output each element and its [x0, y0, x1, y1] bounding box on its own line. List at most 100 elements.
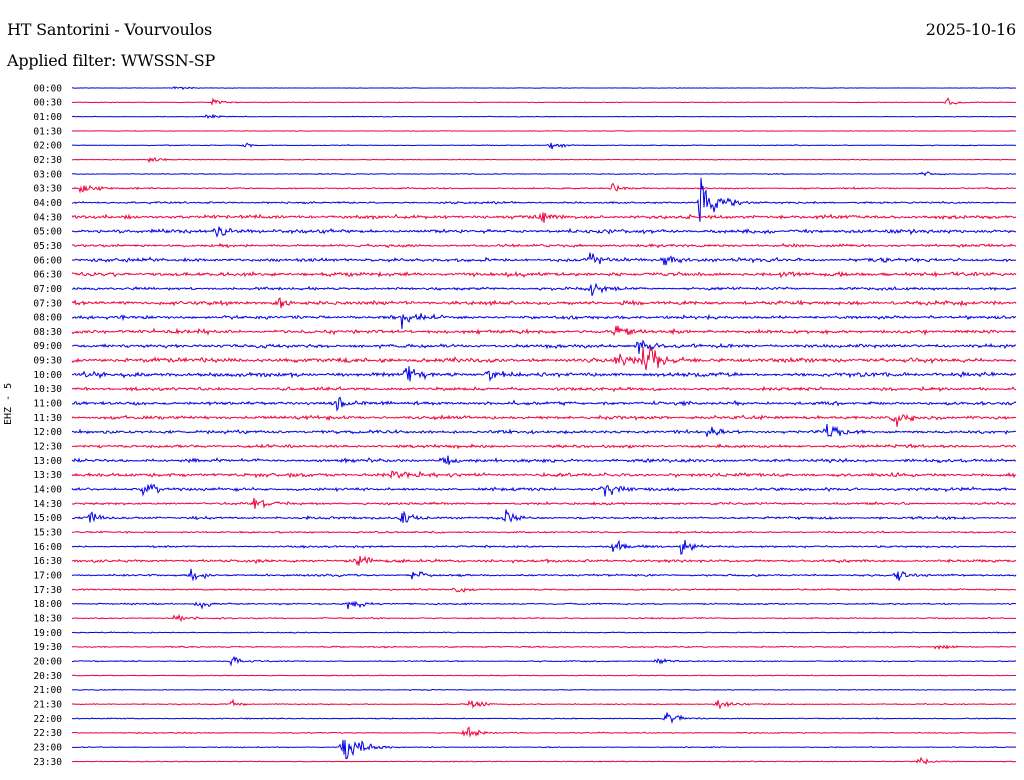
trace-line [71, 413, 1016, 427]
traces-layer [71, 86, 1017, 766]
trace-line [71, 242, 1017, 249]
time-label: 22:00 [33, 714, 62, 725]
trace-line [71, 325, 1017, 337]
trace-line [71, 297, 1017, 309]
time-label: 13:30 [33, 470, 62, 481]
trace-line [71, 644, 1017, 651]
trace-line [71, 113, 1017, 120]
trace-line [71, 252, 1017, 266]
trace-line [71, 226, 1017, 238]
trace-line [71, 212, 1017, 223]
trace-line [71, 498, 1017, 509]
trace-line [71, 631, 1017, 634]
trace-line [71, 698, 1017, 710]
trace-line [71, 455, 1017, 465]
trace-line [71, 396, 1017, 412]
trace-line [71, 385, 1017, 393]
time-label: 04:00 [33, 198, 62, 209]
time-label: 03:00 [33, 169, 62, 180]
trace-line [71, 97, 1017, 106]
date-label: 2025-10-16 [925, 20, 1016, 39]
trace-line [72, 756, 1017, 766]
time-label: 03:30 [33, 184, 62, 195]
time-label: 08:30 [33, 327, 62, 338]
time-label: 08:00 [33, 313, 62, 324]
time-label: 20:30 [33, 671, 62, 682]
filter-label: Applied filter: WWSSN-SP [7, 51, 216, 70]
trace-line [72, 86, 1017, 91]
time-label: 04:30 [33, 212, 62, 223]
time-label: 17:00 [33, 571, 62, 582]
time-label: 10:00 [33, 370, 62, 381]
time-label: 18:00 [33, 599, 62, 610]
time-label: 12:00 [33, 427, 62, 438]
time-label: 19:30 [33, 642, 62, 653]
trace-line [71, 555, 1017, 567]
trace-line [72, 600, 1017, 610]
trace-line [71, 156, 1016, 164]
time-label: 18:30 [33, 614, 62, 625]
time-label: 09:00 [33, 341, 62, 352]
time-label: 23:00 [33, 742, 62, 753]
time-label: 09:30 [33, 356, 62, 367]
trace-line [71, 483, 1017, 497]
time-label: 05:00 [33, 227, 62, 238]
time-label: 07:00 [33, 284, 62, 295]
time-label: 06:00 [33, 255, 62, 266]
trace-line [71, 530, 1017, 535]
trace-line [71, 568, 1017, 582]
time-label: 10:30 [33, 384, 62, 395]
trace-line [71, 613, 1017, 623]
time-labels-layer: 00:00 00:30 01:00 01:30 02:00 02:30 03:00 03:30… [33, 83, 62, 768]
time-label: 17:30 [33, 585, 62, 596]
time-label: 01:30 [33, 126, 62, 137]
trace-line [71, 282, 1017, 296]
time-label: 14:30 [33, 499, 62, 510]
time-label: 00:00 [33, 83, 62, 94]
trace-line [71, 346, 1017, 371]
trace-line [71, 313, 1017, 330]
trace-line [71, 443, 1016, 450]
time-label: 12:30 [33, 442, 62, 453]
time-label: 05:30 [33, 241, 62, 252]
time-label: 16:00 [33, 542, 62, 553]
time-label: 02:30 [33, 155, 62, 166]
time-label: 14:00 [33, 485, 62, 496]
time-label: 21:00 [33, 685, 62, 696]
trace-line [71, 177, 1017, 222]
trace-line [71, 674, 1016, 677]
time-label: 13:00 [33, 456, 62, 467]
time-label: 19:00 [33, 628, 62, 639]
trace-line [71, 270, 1017, 279]
trace-line [71, 712, 1017, 725]
time-label: 11:30 [33, 413, 62, 424]
time-label: 15:30 [33, 528, 62, 539]
time-label: 22:30 [33, 728, 62, 739]
time-label: 15:00 [33, 513, 62, 524]
trace-line [71, 339, 1017, 354]
trace-line [71, 424, 1017, 437]
time-label: 01:00 [33, 112, 62, 123]
trace-line [71, 142, 1017, 150]
trace-line [71, 539, 1017, 555]
trace-line [71, 739, 1017, 760]
trace-line [71, 182, 1017, 194]
trace-line [71, 171, 1016, 177]
time-label: 06:30 [33, 270, 62, 281]
trace-line [71, 509, 1017, 524]
time-label: 07:30 [33, 298, 62, 309]
time-label: 20:00 [33, 657, 62, 668]
trace-line [72, 655, 1017, 667]
trace-line [71, 470, 1017, 480]
time-label: 00:30 [33, 98, 62, 109]
time-label: 11:00 [33, 399, 62, 410]
trace-line [71, 130, 1017, 132]
time-label: 23:30 [33, 757, 62, 768]
trace-line [71, 688, 1017, 692]
time-label: 21:30 [33, 699, 62, 710]
trace-line [71, 366, 1017, 382]
time-label: 16:30 [33, 556, 62, 567]
trace-line [71, 726, 1017, 738]
trace-line [71, 587, 1016, 593]
